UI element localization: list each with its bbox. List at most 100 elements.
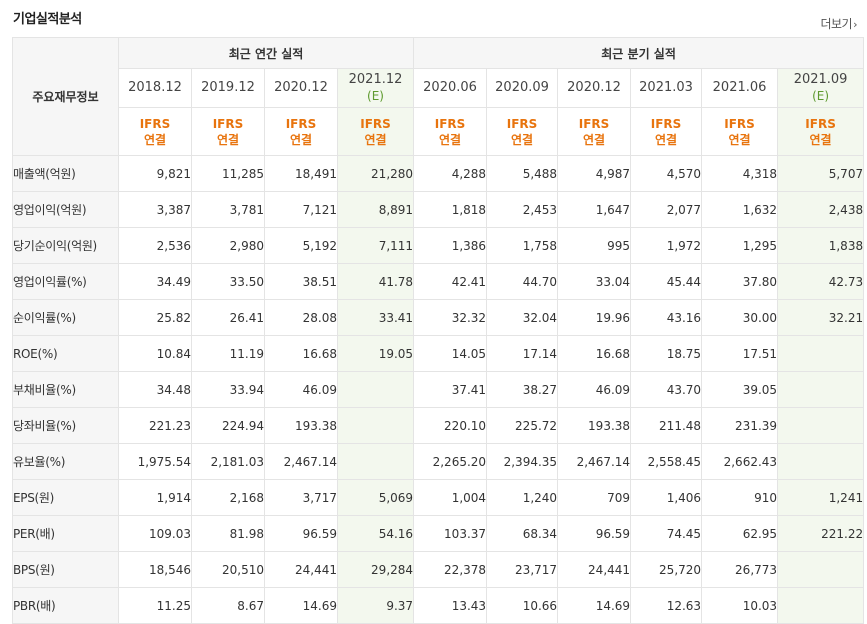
period-header-quarter-0: 2020.06 bbox=[413, 68, 488, 108]
value-cell: 2,980 bbox=[191, 227, 265, 264]
value-cell: 19.96 bbox=[557, 299, 632, 336]
standard-label-consolidated: 연결 bbox=[289, 132, 313, 147]
accounting-standard-cell: IFRS 연결 bbox=[557, 107, 632, 156]
value-cell: 13.43 bbox=[413, 587, 488, 624]
value-cell: 23,717 bbox=[486, 551, 559, 588]
value-cell: 1,295 bbox=[701, 227, 779, 264]
table-row: 유보율(%) 1,975.54 2,181.03 2,467.14 2,265.20 2,… bbox=[12, 443, 865, 480]
standard-label-consolidated: 연결 bbox=[511, 132, 534, 147]
value-cell: 2,662.43 bbox=[701, 443, 779, 480]
value-cell: 103.37 bbox=[413, 515, 488, 552]
standard-label-ifrs: IFRS bbox=[212, 116, 244, 131]
standard-label-consolidated: 연결 bbox=[364, 132, 387, 147]
value-cell: 43.16 bbox=[630, 299, 703, 336]
value-cell: 68.34 bbox=[486, 515, 559, 552]
value-cell: 18,546 bbox=[118, 551, 192, 588]
value-cell: 4,570 bbox=[630, 155, 703, 192]
value-cell: 2,077 bbox=[630, 191, 703, 228]
value-cell: 1,240 bbox=[486, 479, 559, 516]
standard-label-ifrs: IFRS bbox=[578, 116, 610, 131]
value-cell bbox=[777, 335, 865, 372]
value-cell: 3,717 bbox=[264, 479, 338, 516]
period-label: 2021.09 bbox=[793, 72, 848, 87]
value-cell: 24,441 bbox=[264, 551, 338, 588]
value-cell: 5,069 bbox=[336, 479, 415, 516]
period-label: 2021.03 bbox=[639, 80, 693, 95]
financial-summary-table: 주요재무정보 최근 연간 실적 최근 분기 실적 2018.12 2019.12 2… bbox=[12, 37, 865, 624]
table-row: 당기순이익(억원) 2,536 2,980 5,192 7,111 1,386 1,758 9… bbox=[12, 227, 865, 264]
value-cell: 46.09 bbox=[557, 371, 632, 408]
period-header-annual-3: 2021.12 (E) bbox=[336, 68, 415, 108]
value-cell: 4,318 bbox=[701, 155, 779, 192]
value-cell: 25,720 bbox=[630, 551, 703, 588]
value-cell: 38.51 bbox=[264, 263, 338, 300]
value-cell: 42.41 bbox=[413, 263, 488, 300]
value-cell: 33.41 bbox=[336, 299, 415, 336]
value-cell: 193.38 bbox=[264, 407, 338, 444]
value-cell: 24,441 bbox=[557, 551, 632, 588]
estimate-marker: (E) bbox=[812, 89, 830, 103]
row-label: PER(배) bbox=[12, 515, 119, 552]
value-cell: 17.14 bbox=[486, 335, 559, 372]
accounting-standard-cell: IFRS 연결 bbox=[336, 107, 415, 156]
standard-label-ifrs: IFRS bbox=[360, 116, 391, 131]
value-cell: 709 bbox=[557, 479, 632, 516]
value-cell: 220.10 bbox=[413, 407, 488, 444]
period-label: 2020.06 bbox=[423, 80, 477, 95]
row-label: 유보율(%) bbox=[12, 443, 119, 480]
value-cell: 26,773 bbox=[701, 551, 779, 588]
value-cell: 25.82 bbox=[118, 299, 192, 336]
standard-label-ifrs: IFRS bbox=[434, 116, 466, 131]
value-cell: 1,975.54 bbox=[118, 443, 192, 480]
period-label: 2019.12 bbox=[201, 80, 255, 95]
period-label: 2020.09 bbox=[495, 80, 549, 95]
period-header-annual-2: 2020.12 bbox=[264, 68, 338, 108]
period-header-quarter-3: 2021.03 bbox=[630, 68, 703, 108]
value-cell: 44.70 bbox=[486, 263, 559, 300]
value-cell: 1,914 bbox=[118, 479, 192, 516]
value-cell: 193.38 bbox=[557, 407, 632, 444]
row-label: 당기순이익(억원) bbox=[12, 227, 119, 264]
value-cell: 32.32 bbox=[413, 299, 488, 336]
value-cell: 30.00 bbox=[701, 299, 779, 336]
accounting-standard-cell: IFRS 연결 bbox=[191, 107, 265, 156]
value-cell: 46.09 bbox=[264, 371, 338, 408]
value-cell: 2,467.14 bbox=[264, 443, 338, 480]
value-cell: 42.73 bbox=[777, 263, 865, 300]
standard-label-ifrs: IFRS bbox=[139, 116, 171, 131]
period-header-quarter-1: 2020.09 bbox=[486, 68, 559, 108]
table-row: 당좌비율(%) 221.23 224.94 193.38 220.10 225.72 193… bbox=[12, 407, 865, 444]
value-cell: 1,818 bbox=[413, 191, 488, 228]
period-header-annual-1: 2019.12 bbox=[191, 68, 265, 108]
value-cell: 81.98 bbox=[191, 515, 265, 552]
value-cell: 224.94 bbox=[191, 407, 265, 444]
value-cell: 5,707 bbox=[777, 155, 865, 192]
value-cell: 26.41 bbox=[191, 299, 265, 336]
value-cell: 33.04 bbox=[557, 263, 632, 300]
standard-label-consolidated: 연결 bbox=[439, 132, 462, 147]
value-cell: 2,453 bbox=[486, 191, 559, 228]
standard-label-consolidated: 연결 bbox=[216, 132, 240, 147]
value-cell: 2,558.45 bbox=[630, 443, 703, 480]
value-cell bbox=[777, 587, 865, 624]
period-header-quarter-5: 2021.09 (E) bbox=[777, 68, 865, 108]
value-cell: 9.37 bbox=[336, 587, 415, 624]
value-cell: 1,004 bbox=[413, 479, 488, 516]
standard-label-consolidated: 연결 bbox=[655, 132, 678, 147]
value-cell bbox=[336, 371, 415, 408]
value-cell: 22,378 bbox=[413, 551, 488, 588]
more-link[interactable]: 더보기› bbox=[820, 15, 857, 32]
value-cell: 5,488 bbox=[486, 155, 559, 192]
value-cell: 20,510 bbox=[191, 551, 265, 588]
value-cell bbox=[777, 443, 865, 480]
value-cell: 2,438 bbox=[777, 191, 865, 228]
standard-label-ifrs: IFRS bbox=[506, 116, 538, 131]
period-header-quarter-2: 2020.12 bbox=[557, 68, 632, 108]
period-label: 2020.12 bbox=[567, 80, 621, 95]
value-cell: 33.94 bbox=[191, 371, 265, 408]
value-cell: 96.59 bbox=[264, 515, 338, 552]
section-title: 기업실적분석 bbox=[13, 12, 82, 27]
value-cell: 5,192 bbox=[264, 227, 338, 264]
accounting-standard-cell: IFRS 연결 bbox=[413, 107, 488, 156]
value-cell: 10.03 bbox=[701, 587, 779, 624]
